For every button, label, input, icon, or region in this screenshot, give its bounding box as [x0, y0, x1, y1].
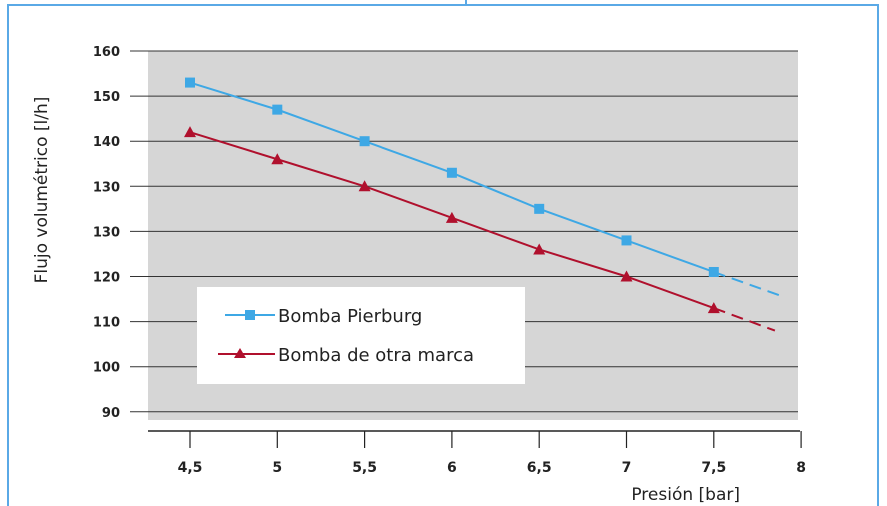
data-point [358, 180, 371, 192]
x-tick-label: 7,5 [701, 460, 726, 476]
y-tick-labels: 160 150 140 130 130 120 110 100 90 [93, 45, 120, 421]
legend-marker-pierburg [245, 310, 255, 320]
data-point [445, 211, 458, 223]
y-tick-label: 130 [93, 225, 120, 240]
legend: Bomba Pierburg Bomba de otra marca [197, 287, 525, 384]
legend-marker-otra [234, 348, 246, 358]
y-tick-label: 140 [93, 135, 120, 150]
y-tick-label: 90 [102, 406, 120, 421]
x-tick-label: 4,5 [178, 460, 203, 476]
y-axis-title: Flujo volumétrico [l/h] [32, 97, 52, 284]
data-point [185, 77, 195, 88]
y-tick-label: 150 [93, 90, 120, 105]
data-point [446, 167, 457, 178]
y-tick-label: 100 [93, 361, 120, 376]
series-group [184, 77, 784, 332]
x-tick-label: 8 [796, 460, 806, 476]
data-point [272, 104, 283, 115]
y-tick-label: 110 [93, 316, 120, 331]
data-point [184, 126, 196, 138]
x-tick-label: 7 [622, 460, 632, 476]
data-point [534, 203, 545, 214]
x-tick-label: 6,5 [527, 460, 552, 476]
x-tick-label: 5 [272, 460, 282, 476]
data-point [708, 266, 719, 277]
frame-border [7, 4, 879, 506]
y-tick-label: 130 [93, 180, 120, 195]
y-tick-label: 120 [93, 271, 120, 286]
x-tick-labels: 4,5 5 5,5 6 6,5 7 7,5 8 [178, 431, 806, 476]
data-point [707, 302, 720, 314]
x-tick-label: 5,5 [352, 460, 377, 476]
legend-label-pierburg: Bomba Pierburg [278, 306, 422, 327]
legend-box [197, 287, 525, 384]
series-extension [713, 271, 784, 298]
data-point [620, 270, 633, 282]
data-point [621, 235, 632, 246]
y-tick-label: 160 [93, 45, 120, 60]
data-point [359, 136, 370, 147]
x-tick-label: 6 [447, 460, 457, 476]
data-point [271, 153, 284, 165]
series-extension [713, 307, 776, 332]
x-axis-title: Presión [bar] [631, 485, 740, 505]
data-point [533, 243, 546, 255]
legend-label-otra: Bomba de otra marca [278, 345, 474, 366]
